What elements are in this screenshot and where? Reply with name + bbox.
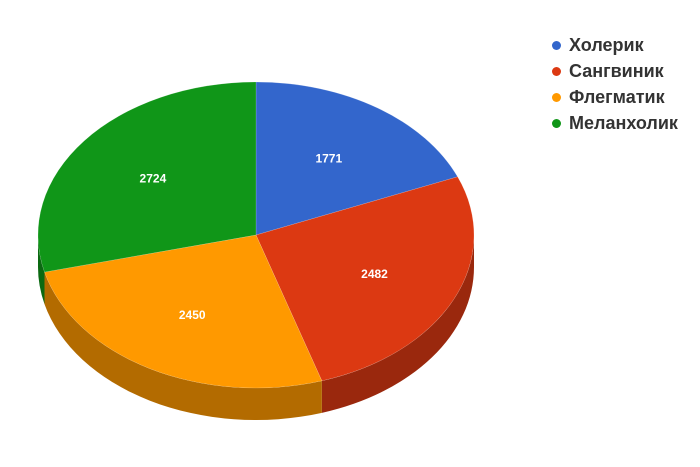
legend-marker-icon (552, 66, 561, 76)
legend-item-sanguine[interactable]: Сангвиник (552, 58, 678, 84)
legend-marker-icon (552, 118, 561, 128)
slice-cholerik[interactable] (255, 81, 458, 236)
legend-item-phlegmatic[interactable]: Флегматик (552, 84, 678, 110)
legend-label: Флегматик (569, 86, 665, 107)
legend: Холерик Сангвиник Флегматик Меланхолик (552, 32, 678, 136)
slice-label-sanguine: 2482 (361, 267, 388, 281)
slice-label-melancholic: 2724 (140, 171, 167, 185)
pie-slices (37, 81, 475, 389)
legend-label: Меланхолик (569, 112, 678, 133)
legend-label: Сангвиник (569, 60, 664, 81)
slice-side-melancholic (38, 235, 45, 305)
slice-sanguine[interactable] (255, 176, 475, 382)
slice-label-cholerik: 1771 (315, 152, 342, 166)
slice-phlegmatic[interactable] (44, 234, 323, 389)
legend-marker-icon (552, 40, 561, 50)
slice-melancholic[interactable] (37, 81, 257, 273)
legend-marker-icon (552, 92, 561, 102)
pie-sides (38, 235, 474, 421)
legend-item-cholerik[interactable]: Холерик (552, 32, 678, 58)
legend-item-melancholic[interactable]: Меланхолик (552, 110, 678, 136)
slice-side-sanguine (321, 235, 474, 413)
slice-side-phlegmatic (44, 272, 322, 421)
slice-labels: 1771 2482 2450 2724 (140, 152, 389, 322)
slice-label-phlegmatic: 2450 (179, 308, 206, 322)
legend-label: Холерик (569, 34, 644, 55)
